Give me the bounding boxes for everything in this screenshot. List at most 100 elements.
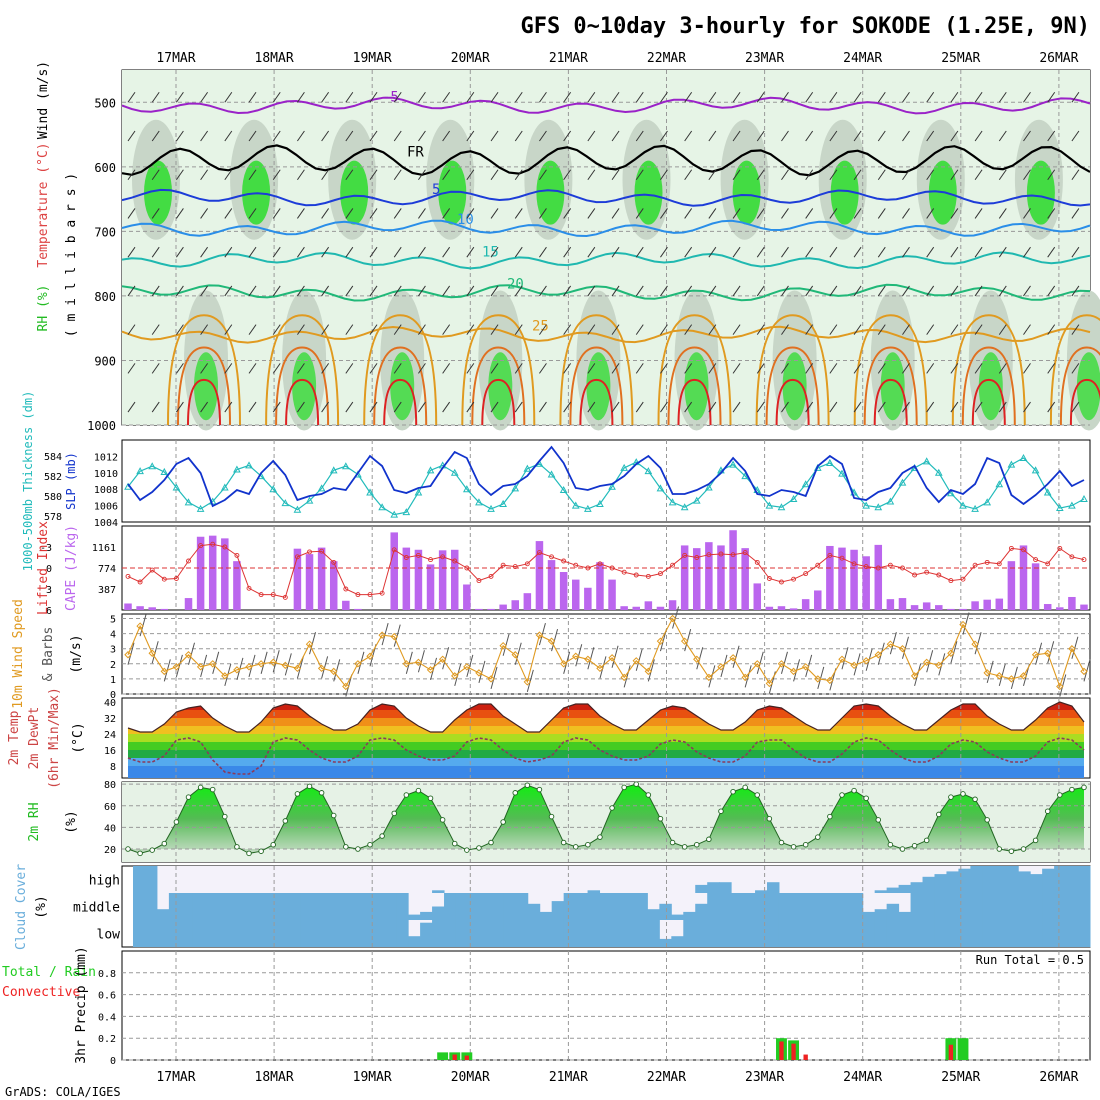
wind-speed-point bbox=[221, 672, 229, 680]
slp-point bbox=[341, 462, 350, 470]
wind-speed-point bbox=[1031, 651, 1040, 659]
slp-tick-label: 1012 bbox=[94, 452, 118, 463]
cloud-cell bbox=[527, 903, 541, 920]
pressure-tick-label: 800 bbox=[94, 290, 116, 304]
wind-speed-point bbox=[777, 660, 786, 668]
wind-barb bbox=[599, 656, 607, 679]
wind-speed-point bbox=[209, 660, 217, 668]
wind-speed-point bbox=[136, 622, 144, 630]
cloud-layer-label: low bbox=[97, 928, 121, 943]
wind-barb bbox=[248, 130, 257, 142]
rh-unit-label: (%) bbox=[64, 810, 79, 833]
wind-barb bbox=[914, 663, 922, 687]
cloud-cell bbox=[886, 887, 900, 893]
wind-barb bbox=[805, 246, 814, 258]
temp-panel: 8 16 24 32 40 2m Temp 2m DewPt (6hr Min/Max) (°C… bbox=[7, 687, 1091, 789]
li-point bbox=[972, 562, 978, 568]
wind-barb bbox=[974, 401, 983, 413]
cloud-cell bbox=[946, 871, 959, 893]
rh-ylabels: 2m RH (%) bbox=[27, 802, 79, 841]
temp-tick-label: 24 bbox=[104, 730, 116, 741]
wind-barb bbox=[272, 91, 281, 103]
rh-point bbox=[1008, 848, 1015, 854]
warm-isotherm bbox=[971, 378, 1006, 426]
wind-barb bbox=[284, 653, 292, 676]
wind-barb bbox=[514, 285, 523, 297]
cloud-cell bbox=[719, 882, 732, 893]
wind-barb bbox=[151, 401, 160, 413]
wind-barb bbox=[175, 91, 184, 103]
rh-axis-label: 2m RH bbox=[27, 802, 42, 841]
li-point bbox=[827, 552, 833, 558]
rh-point bbox=[766, 816, 773, 822]
wind-barb bbox=[466, 324, 475, 335]
cape-bar bbox=[765, 606, 774, 610]
slp-point bbox=[741, 472, 750, 480]
li-point bbox=[791, 576, 797, 582]
wind-barb bbox=[490, 363, 499, 374]
cape-bar bbox=[1043, 604, 1052, 610]
wind-speed-point bbox=[668, 614, 677, 623]
wind-speed-point bbox=[596, 664, 604, 673]
cloud-cell bbox=[300, 920, 313, 947]
cloud-cell bbox=[1078, 866, 1091, 893]
wind-barb bbox=[805, 169, 814, 181]
wind-speed-point bbox=[922, 658, 931, 667]
li-point bbox=[270, 592, 276, 598]
wind-barb bbox=[708, 246, 717, 258]
wind-barb bbox=[756, 246, 765, 258]
warm-isotherm bbox=[961, 346, 1016, 426]
wind-barb bbox=[272, 324, 281, 335]
rh-point bbox=[778, 839, 785, 846]
warm-isotherm bbox=[559, 314, 634, 426]
wind-barb bbox=[538, 623, 546, 646]
wind-barb bbox=[345, 363, 354, 374]
temp-unit-label: (°C) bbox=[71, 722, 86, 753]
li-point bbox=[912, 572, 918, 578]
cape-bar bbox=[644, 601, 653, 610]
slp-point bbox=[390, 510, 399, 518]
wind-barb bbox=[805, 401, 814, 413]
wind-barb bbox=[805, 654, 813, 677]
wind-barb bbox=[127, 130, 136, 142]
rh-point bbox=[258, 848, 264, 854]
wind-barb bbox=[175, 363, 184, 374]
cloud-cell bbox=[659, 938, 672, 947]
cloud-cell bbox=[156, 909, 170, 920]
cloud-cell bbox=[671, 936, 684, 947]
wind-speed-point bbox=[705, 673, 713, 682]
cloud-cell bbox=[934, 874, 947, 893]
wind-speed-point bbox=[620, 673, 628, 682]
cloud-cell bbox=[970, 866, 983, 893]
cape-bar bbox=[136, 606, 144, 610]
cloud-cell bbox=[348, 920, 361, 947]
warm-isotherm bbox=[167, 314, 241, 426]
cloud-ylabels: Cloud Cover (%) bbox=[14, 864, 49, 950]
wind-barb bbox=[490, 324, 499, 335]
wind-barb bbox=[224, 208, 233, 219]
li-point bbox=[948, 578, 954, 584]
cape-bar bbox=[390, 532, 398, 610]
thickness-tick-label: 582 bbox=[44, 472, 62, 483]
wind-barb bbox=[127, 208, 136, 219]
cape-bar bbox=[475, 608, 483, 610]
cape-bar bbox=[910, 605, 919, 610]
slp-point bbox=[620, 463, 628, 471]
li-point bbox=[319, 548, 325, 554]
wind-barb bbox=[732, 246, 741, 258]
temperature-axis-label: Temperature (°C) bbox=[36, 142, 51, 267]
precip-tick-label: 0 bbox=[110, 1056, 116, 1067]
li-point bbox=[1081, 557, 1087, 563]
li-point bbox=[282, 594, 288, 600]
cloud-cell bbox=[862, 920, 876, 947]
top-date-label: 23MAR bbox=[745, 51, 784, 66]
top-date-label: 24MAR bbox=[843, 51, 882, 66]
wind-speed-point bbox=[826, 676, 834, 685]
wind-barb bbox=[272, 363, 281, 374]
wind-barb bbox=[272, 130, 281, 142]
cloud-cell bbox=[1066, 920, 1079, 947]
wind-barb bbox=[442, 91, 451, 103]
wind-barb bbox=[660, 363, 668, 374]
wind-speed-point bbox=[317, 664, 326, 673]
cape-bar bbox=[814, 590, 822, 610]
